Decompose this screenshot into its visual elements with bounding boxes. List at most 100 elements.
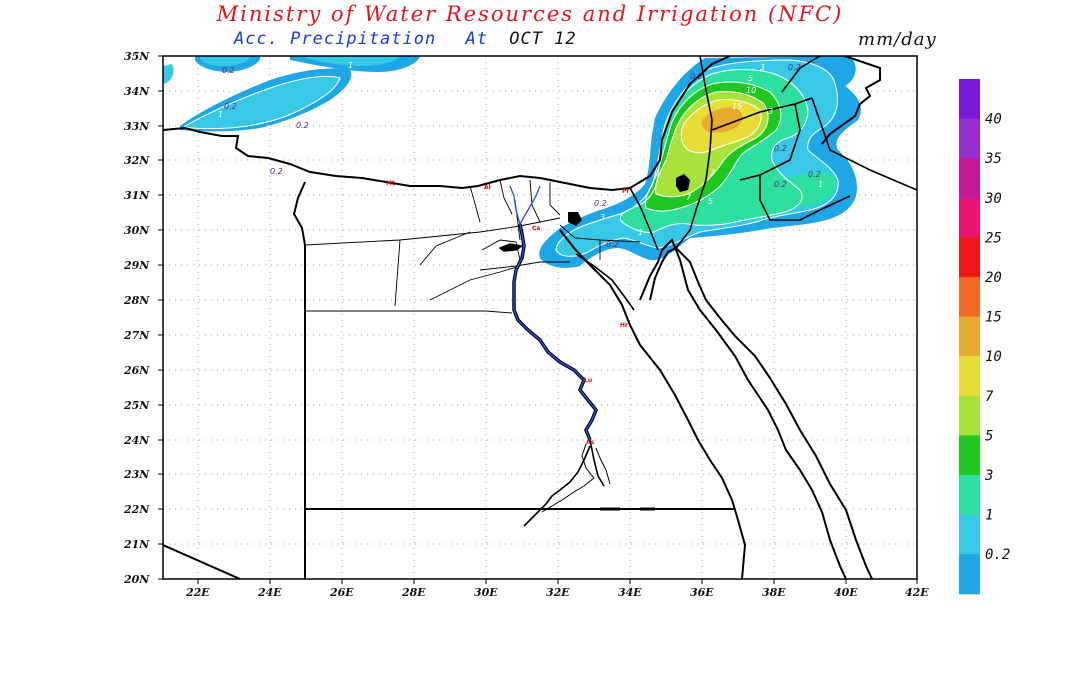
- lat-label: 24N: [123, 434, 150, 447]
- contour-label: 0.2: [774, 180, 787, 189]
- colorbar-label: 1: [985, 508, 993, 524]
- colorbar: 40 35 30 25 20 15 10 7 5 3 1 0.2: [959, 79, 1010, 595]
- lat-label: 29N: [123, 259, 150, 272]
- colorbar-label: 25: [985, 230, 1002, 246]
- contour-label: 0.2: [606, 240, 619, 249]
- precipitation-shading: [163, 56, 861, 268]
- lat-label: 28N: [123, 294, 150, 307]
- contour-label: 0.2: [224, 102, 237, 111]
- lon-label: 30E: [474, 586, 498, 599]
- rain-area-east-3b: [783, 172, 837, 206]
- contour-value-labels: 0.2 0.2 0.2 0.2 0.2 0.2 0.2 0.2 0.2 0.2 …: [218, 61, 823, 249]
- lat-label: 26N: [123, 364, 150, 377]
- lat-label: 23N: [123, 468, 150, 481]
- lon-label: 22E: [185, 586, 210, 599]
- city-label: Ca: [532, 225, 540, 232]
- sinai-gulf-aqaba: [649, 247, 677, 301]
- contour-label: 1: [218, 110, 223, 119]
- colorbar-label: 3: [984, 468, 993, 484]
- city-label: Mt: [386, 180, 395, 187]
- north-africa-coast: [163, 56, 731, 192]
- colorbar-label: 20: [985, 270, 1002, 286]
- colorbar-swatch: [959, 356, 980, 397]
- lat-label: 25N: [123, 399, 150, 412]
- colorbar-label: 0.2: [985, 547, 1010, 563]
- gulf-suez-east: [639, 238, 847, 579]
- lakes-and-islands: [568, 174, 690, 226]
- lon-label: 28E: [401, 586, 426, 599]
- gulf-suez-shore: [575, 253, 635, 311]
- colorbar-swatch: [959, 118, 980, 159]
- city-label: As: [586, 439, 595, 446]
- coastlines-borders: [163, 56, 917, 579]
- contour-label: 3: [600, 213, 605, 222]
- colorbar-label: 15: [985, 310, 1002, 326]
- lat-ticks: [158, 55, 918, 584]
- contour-lines: [184, 59, 839, 257]
- lake-nasser: [523, 439, 605, 527]
- contour-label: 5: [748, 74, 753, 83]
- lat-label: 33N: [124, 120, 150, 133]
- saudi-iraq-border: [759, 175, 851, 221]
- syria-iraq-border: [781, 56, 917, 191]
- lon-label: 36E: [690, 586, 714, 599]
- subtitle-at: At: [465, 29, 488, 49]
- contour-label: 0.2: [296, 121, 309, 130]
- longitude-axis: 22E 24E 26E 28E 30E 32E 34E 36E 38E 40E …: [185, 586, 929, 599]
- colorbar-swatch: [959, 79, 980, 120]
- map-title: Ministry of Water Resources and Irrigati…: [216, 2, 844, 26]
- contour-label: 10: [746, 86, 756, 95]
- colorbar-label: 5: [985, 428, 993, 444]
- colorbar-swatch: [959, 277, 980, 318]
- sinai-border: [629, 187, 659, 251]
- contour-label: 0.2: [222, 66, 235, 75]
- colorbar-swatch: [959, 514, 980, 555]
- lon-label: 42E: [905, 586, 929, 599]
- rain-area-west-1: [185, 76, 340, 129]
- city-label: Pr: [622, 188, 629, 195]
- lat-label: 22N: [123, 503, 150, 516]
- governorate-lines: [304, 179, 641, 314]
- colorbar-swatch: [959, 197, 980, 238]
- colorbar-swatch: [959, 395, 980, 436]
- colorbar-swatch: [959, 554, 980, 595]
- lat-label: 27N: [123, 329, 150, 342]
- contour-label: 3: [760, 63, 765, 72]
- contour-label: 0.2: [808, 170, 821, 179]
- latitude-axis: 35N 34N 33N 32N 31N 30N 29N 28N 27N 26N …: [123, 50, 150, 586]
- contour-label: 3: [768, 107, 773, 116]
- colorbar-swatch: [959, 316, 980, 357]
- lat-label: 35N: [124, 50, 150, 63]
- city-labels: Mt Al Pr Ca Hr Lu As: [386, 180, 629, 446]
- nile-river: [509, 185, 611, 513]
- contour-label: 1: [638, 228, 643, 237]
- lake-qarun: [498, 243, 524, 252]
- contour-label: 5: [708, 197, 713, 206]
- rain-area-north-1: [200, 56, 250, 66]
- lat-label: 32N: [124, 154, 150, 167]
- libya-egypt-border: [292, 181, 306, 579]
- city-label: Lu: [584, 377, 592, 384]
- bottom-left-border: [163, 544, 241, 579]
- city-label: Hr: [620, 322, 628, 329]
- contour-label: 0.2: [270, 167, 283, 176]
- colorbar-swatch: [959, 475, 980, 516]
- lon-label: 34E: [618, 586, 642, 599]
- map-subtitle: Acc. Precipitation At OCT 12: [234, 29, 577, 49]
- lat-label: 34N: [124, 85, 150, 98]
- lat-label: 31N: [124, 189, 150, 202]
- colorbar-swatch: [959, 158, 980, 199]
- contour-label: 7: [686, 193, 692, 202]
- colorbar-label: 35: [984, 151, 1002, 167]
- rain-area-left-edge: [163, 64, 174, 84]
- lat-label: 20N: [123, 573, 150, 586]
- contour-label: 0.2: [594, 199, 607, 208]
- contour-label: 0.2: [774, 144, 787, 153]
- map-frame: [162, 55, 918, 580]
- city-label: Al: [484, 184, 491, 191]
- israel-jordan-border: [675, 56, 713, 249]
- contour-label: 15: [732, 102, 742, 111]
- contour-label: 1: [818, 180, 823, 189]
- colorbar-swatch: [959, 237, 980, 278]
